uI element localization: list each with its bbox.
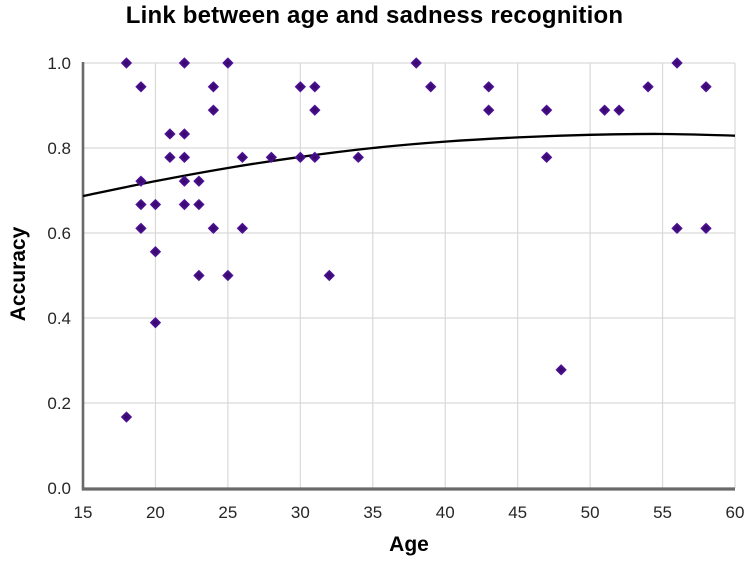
y-tick-label: 0.4: [47, 309, 71, 328]
data-point-marker: [482, 104, 495, 116]
data-point-marker: [207, 222, 220, 235]
y-tick-label: 0.0: [47, 479, 71, 498]
x-axis-label: Age: [389, 533, 429, 556]
chart-title: Link between age and sadness recognition: [125, 2, 624, 29]
x-tick-label: 55: [653, 503, 672, 522]
x-tick-label: 35: [363, 503, 382, 522]
data-point-marker: [178, 128, 191, 140]
data-point-marker: [613, 104, 625, 116]
data-point-marker: [193, 175, 205, 187]
data-point-marker: [671, 57, 683, 69]
data-point-marker: [309, 104, 321, 116]
x-tick-label: 40: [436, 503, 455, 522]
trend-line: [82, 132, 736, 198]
data-point-marker: [207, 81, 220, 93]
data-point-marker: [178, 151, 191, 164]
data-point-marker: [193, 198, 205, 211]
x-tick-label: 15: [74, 503, 93, 522]
data-point-marker: [164, 151, 176, 164]
data-point-marker: [540, 104, 553, 116]
data-point-marker: [555, 364, 567, 376]
data-point-marker: [700, 222, 712, 235]
data-point-marker: [135, 175, 147, 187]
data-point-marker: [164, 128, 176, 140]
data-point-marker: [222, 269, 234, 282]
data-point-marker: [265, 151, 278, 164]
data-point-marker: [120, 411, 133, 423]
x-tick-label: 60: [726, 503, 745, 522]
data-point-marker: [120, 57, 133, 69]
x-tick-label: 50: [581, 503, 600, 522]
data-point-marker: [309, 81, 321, 93]
data-point-marker: [135, 81, 147, 93]
x-tick-label: 25: [218, 503, 237, 522]
data-point-marker: [482, 81, 495, 93]
data-point-marker: [410, 57, 422, 69]
data-point-marker: [149, 198, 162, 211]
data-point-marker: [149, 246, 162, 258]
y-tick-label: 0.6: [47, 224, 71, 243]
data-point-marker: [207, 104, 220, 116]
data-point-marker: [352, 151, 364, 164]
data-point-marker: [193, 269, 205, 282]
y-tick-label: 1.0: [47, 54, 71, 73]
data-point-marker: [425, 81, 437, 93]
x-tick-label: 30: [291, 503, 310, 522]
y-tick-label: 0.8: [47, 139, 71, 158]
data-point-marker: [294, 81, 307, 93]
x-tick-label: 45: [508, 503, 527, 522]
data-point-marker: [222, 57, 234, 69]
data-point-marker: [642, 81, 654, 93]
data-point-marker: [135, 222, 147, 235]
data-point-marker: [309, 151, 321, 164]
data-point-marker: [540, 151, 553, 164]
data-point-marker: [294, 151, 307, 164]
data-point-marker: [178, 198, 191, 211]
data-point-marker: [236, 222, 249, 235]
data-point-marker: [149, 316, 162, 329]
data-point-marker: [236, 151, 249, 164]
data-point-marker: [178, 175, 191, 187]
data-point-marker: [671, 222, 683, 235]
data-point-marker: [598, 104, 611, 116]
data-point-marker: [135, 198, 147, 211]
data-point-marker: [178, 57, 191, 69]
y-tick-label: 0.2: [47, 394, 71, 413]
data-point-marker: [700, 81, 712, 93]
data-point-marker: [323, 269, 336, 282]
x-tick-label: 20: [146, 503, 165, 522]
